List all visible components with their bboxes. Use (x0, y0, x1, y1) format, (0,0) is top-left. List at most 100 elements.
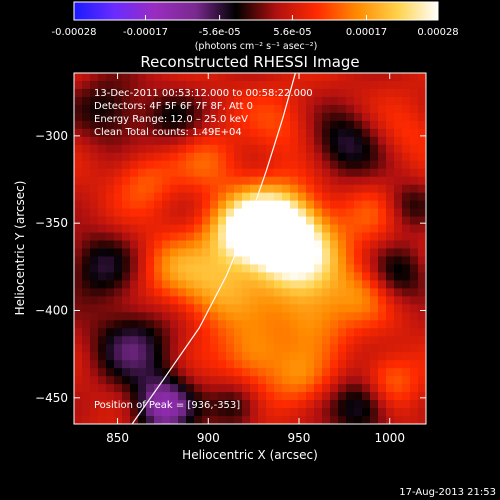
heatmap-cell (378, 136, 387, 146)
heatmap-cell (298, 232, 307, 242)
heatmap-cell (410, 376, 419, 385)
heatmap-cell (322, 384, 331, 393)
heatmap-cell (186, 152, 195, 162)
heatmap-cell (74, 232, 83, 242)
heatmap-cell (378, 104, 387, 114)
heatmap-cell (290, 288, 299, 297)
heatmap-cell (122, 272, 131, 282)
heatmap-cell (82, 136, 91, 146)
heatmap-cell (378, 256, 387, 266)
heatmap-cell (338, 304, 347, 313)
heatmap-cell (370, 200, 379, 210)
heatmap-cell (114, 192, 123, 202)
heatmap-cell (202, 416, 211, 424)
heatmap-cell (130, 120, 139, 130)
heatmap-cell (250, 376, 259, 385)
heatmap-cell (330, 288, 339, 297)
heatmap-cell (218, 240, 227, 250)
heatmap-cell (306, 88, 315, 98)
heatmap-cell (402, 352, 411, 361)
heatmap-cell (234, 112, 243, 122)
heatmap-cell (362, 144, 371, 154)
heatmap-cell (394, 232, 403, 242)
heatmap-cell (266, 408, 275, 417)
heatmap-cell (242, 192, 251, 202)
heatmap-cell (274, 88, 283, 98)
heatmap-cell (106, 320, 115, 329)
heatmap-cell (210, 392, 219, 401)
heatmap-cell (202, 336, 211, 345)
heatmap-cell (186, 200, 195, 210)
heatmap-cell (178, 176, 187, 186)
heatmap-cell (194, 112, 203, 122)
heatmap-cell (330, 104, 339, 114)
heatmap-cell (314, 104, 323, 114)
heatmap-cell (250, 416, 259, 424)
heatmap-cell (354, 73, 363, 82)
heatmap-cell (314, 264, 323, 274)
heatmap-cell (90, 312, 99, 321)
heatmap-cell (394, 312, 403, 321)
heatmap-cell (298, 360, 307, 369)
heatmap-cell (346, 360, 355, 369)
heatmap-cell (82, 120, 91, 130)
heatmap-cell (250, 232, 259, 242)
heatmap-cell (202, 152, 211, 162)
heatmap-cell (90, 240, 99, 250)
heatmap-cell (386, 272, 395, 282)
heatmap-cell (258, 392, 267, 401)
heatmap-cell (114, 256, 123, 266)
heatmap-cell (378, 208, 387, 218)
heatmap-cell (90, 368, 99, 377)
heatmap-cell (226, 248, 235, 258)
heatmap-cell (186, 240, 195, 250)
heatmap-cell (314, 280, 323, 289)
heatmap-cell (194, 288, 203, 297)
heatmap-cell (306, 368, 315, 377)
heatmap-cell (154, 88, 163, 98)
heatmap-cell (106, 144, 115, 154)
heatmap-cell (290, 248, 299, 258)
heatmap-cell (202, 112, 211, 122)
heatmap-cell (354, 136, 363, 146)
heatmap-cell (378, 288, 387, 297)
heatmap-cell (346, 208, 355, 218)
heatmap-cell (226, 136, 235, 146)
heatmap-cell (114, 272, 123, 282)
heatmap-cell (306, 280, 315, 289)
heatmap-cell (306, 216, 315, 226)
heatmap-cell (338, 400, 347, 409)
heatmap-cell (234, 336, 243, 345)
heatmap-cell (258, 408, 267, 417)
heatmap-cell (282, 408, 291, 417)
heatmap-cell (210, 400, 219, 409)
heatmap-cell (394, 120, 403, 130)
heatmap-cell (402, 104, 411, 114)
heatmap-cell (218, 184, 227, 194)
heatmap-cell (90, 216, 99, 226)
heatmap-cell (330, 232, 339, 242)
heatmap-cell (162, 240, 171, 250)
heatmap-cell (314, 384, 323, 393)
heatmap-cell (402, 88, 411, 98)
heatmap-cell (202, 304, 211, 313)
heatmap-cell (258, 376, 267, 385)
heatmap-cell (306, 328, 315, 337)
heatmap-cell (330, 320, 339, 329)
heatmap-cell (162, 152, 171, 162)
colorbar-frame (73, 1, 439, 21)
heatmap-cell (74, 408, 83, 417)
heatmap-cell (98, 80, 107, 90)
heatmap-cell (402, 288, 411, 297)
heatmap-cell (298, 160, 307, 170)
heatmap-cell (82, 224, 91, 234)
heatmap-cell (202, 232, 211, 242)
heatmap-cell (290, 104, 299, 114)
heatmap-cell (250, 73, 259, 82)
heatmap-cell (146, 360, 155, 369)
heatmap-cell (106, 160, 115, 170)
heatmap-cell (250, 288, 259, 297)
heatmap-cell (330, 176, 339, 186)
heatmap-cell (266, 304, 275, 313)
heatmap-cell (202, 200, 211, 210)
